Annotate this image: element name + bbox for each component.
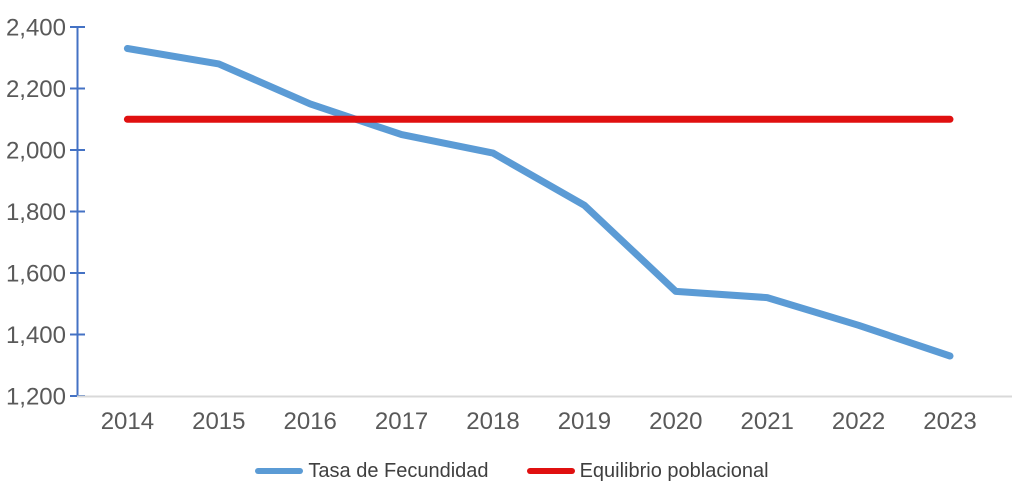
legend-item-tasa-de-fecundidad: Tasa de Fecundidad (255, 459, 489, 483)
legend-line-sample-red (526, 468, 575, 474)
y-axis-tick-label: 2,400 (6, 14, 66, 41)
legend: Tasa de Fecundidad Equilibrio poblaciona… (0, 452, 1024, 490)
legend-item-equilibrio-poblacional: Equilibrio poblacional (526, 459, 769, 483)
x-axis-tick-label: 2015 (192, 408, 245, 435)
x-axis-tick-label: 2023 (923, 408, 976, 435)
x-axis-tick-label: 2014 (101, 408, 154, 435)
x-axis-tick-label: 2021 (741, 408, 794, 435)
legend-label-equilibrio-poblacional: Equilibrio poblacional (579, 459, 769, 482)
y-axis-tick-label: 2,000 (6, 137, 66, 164)
x-axis-tick-label: 2018 (466, 408, 519, 435)
x-axis-tick-label: 2016 (284, 408, 337, 435)
x-axis-tick-label: 2020 (649, 408, 702, 435)
legend-line-sample-blue (255, 468, 304, 474)
x-axis-tick-label: 2022 (832, 408, 885, 435)
y-axis-tick-label: 1,600 (6, 260, 66, 287)
y-axis-tick-label: 1,800 (6, 199, 66, 226)
series-line-tasa-de-fecundidad (123, 45, 954, 360)
y-axis-tick-label: 1,200 (6, 383, 66, 410)
x-axis-tick-label: 2019 (558, 408, 611, 435)
legend-label-tasa-de-fecundidad: Tasa de Fecundidad (308, 459, 489, 482)
x-axis-tick-label: 2017 (375, 408, 428, 435)
y-axis-tick-label: 1,400 (6, 322, 66, 349)
y-axis-tick-label: 2,200 (6, 76, 66, 103)
